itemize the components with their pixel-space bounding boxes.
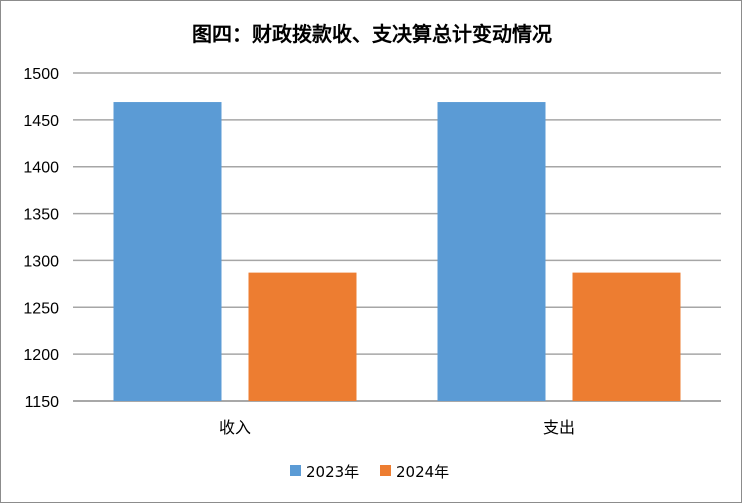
bar — [572, 272, 681, 401]
y-tick-label: 1250 — [23, 300, 59, 317]
y-tick-label: 1450 — [23, 113, 59, 130]
y-tick-label: 1350 — [23, 207, 59, 224]
y-axis-ticks: 1150 1200 1250 1300 1350 1400 1450 1500 — [23, 66, 59, 411]
legend-swatch — [380, 465, 391, 476]
bar — [248, 272, 357, 401]
y-tick-label: 1300 — [23, 253, 59, 270]
y-tick-label: 1400 — [23, 160, 59, 177]
bars — [113, 102, 681, 402]
bar — [437, 102, 546, 402]
x-axis-categories: 收入 支出 — [219, 418, 575, 437]
legend-label: 2024年 — [396, 463, 449, 481]
legend-swatch — [290, 465, 301, 476]
bar — [113, 102, 222, 402]
chart-title: 图四：财政拨款收、支决算总计变动情况 — [192, 22, 552, 46]
x-category-label: 收入 — [219, 418, 251, 437]
y-tick-label: 1150 — [25, 394, 60, 411]
x-category-label: 支出 — [543, 418, 575, 437]
legend-label: 2023年 — [306, 463, 359, 481]
legend: 2023年 2024年 — [290, 463, 449, 481]
y-tick-label: 1500 — [23, 66, 59, 83]
y-tick-label: 1200 — [23, 347, 59, 364]
